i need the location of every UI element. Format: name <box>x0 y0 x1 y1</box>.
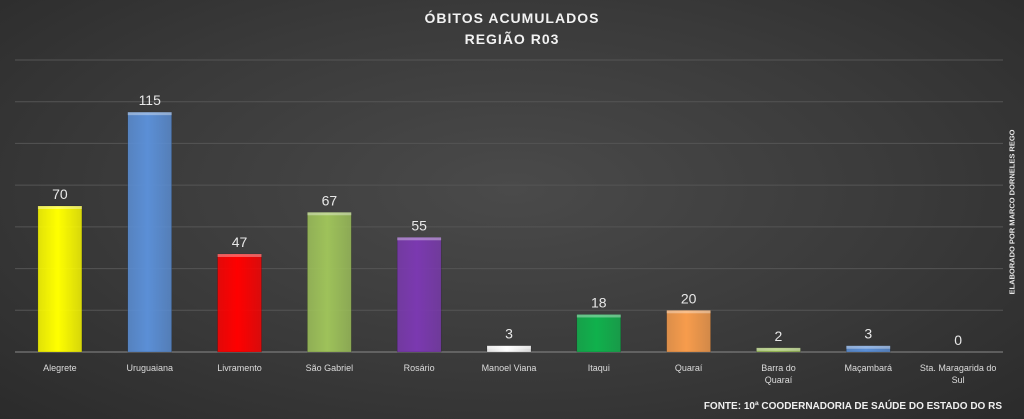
bar-highlight <box>487 345 531 349</box>
category-tick-label: Itaqui <box>588 363 610 373</box>
bar-highlight <box>846 345 891 349</box>
bar <box>396 237 442 353</box>
bar-highlight <box>127 112 172 116</box>
bar-highlight <box>756 347 801 351</box>
data-label: 55 <box>411 217 427 233</box>
bar-highlight <box>666 310 711 314</box>
category-tick-label: Rosário <box>404 363 435 373</box>
data-label: 3 <box>864 326 872 342</box>
data-label: 20 <box>681 290 697 306</box>
category-tick-label: Manoel Viana <box>482 363 537 373</box>
data-label: 70 <box>52 186 68 202</box>
data-label: 2 <box>775 328 783 344</box>
data-label: 115 <box>139 92 162 108</box>
category-tick-label: Uruguaiana <box>126 363 173 373</box>
data-label: 18 <box>591 294 607 310</box>
category-tick-label: Barra do <box>761 363 796 373</box>
category-tick-label: São Gabriel <box>306 363 354 373</box>
data-label: 47 <box>232 234 248 250</box>
category-tick-label: Maçambará <box>845 363 893 373</box>
source-label: FONTE: 10ª COODERNADORIA DE SAÚDE DO EST… <box>703 401 1002 412</box>
bar-highlight <box>217 253 262 257</box>
category-tick-label: Quaraí <box>765 375 793 385</box>
bar <box>576 314 622 353</box>
data-label: 0 <box>954 332 962 348</box>
bar <box>666 310 711 353</box>
data-label: 3 <box>505 326 513 342</box>
data-label: 67 <box>322 192 338 208</box>
bar <box>127 111 172 353</box>
author-credit-label: ELABORADO POR MARCO DORNELES REGO <box>1007 129 1017 295</box>
bar <box>37 205 83 353</box>
chart-subtitle: REGIÃO R03 <box>464 31 560 47</box>
bar <box>307 212 352 353</box>
category-tick-label: Sta. Maragarida do <box>920 363 997 373</box>
category-tick-label: Sul <box>952 375 965 385</box>
bar <box>756 347 801 353</box>
bar <box>846 345 891 353</box>
category-tick-label: Alegrete <box>43 363 77 373</box>
bar <box>486 345 532 353</box>
category-tick-label: Livramento <box>217 363 262 373</box>
category-tick-label: Quaraí <box>675 363 703 373</box>
bar-highlight <box>397 237 442 241</box>
bar-highlight <box>37 206 82 209</box>
bar <box>217 253 262 353</box>
bar-highlight <box>576 314 621 318</box>
bar-highlight <box>307 212 352 216</box>
chart-title: ÓBITOS ACUMULADOS <box>424 10 600 26</box>
